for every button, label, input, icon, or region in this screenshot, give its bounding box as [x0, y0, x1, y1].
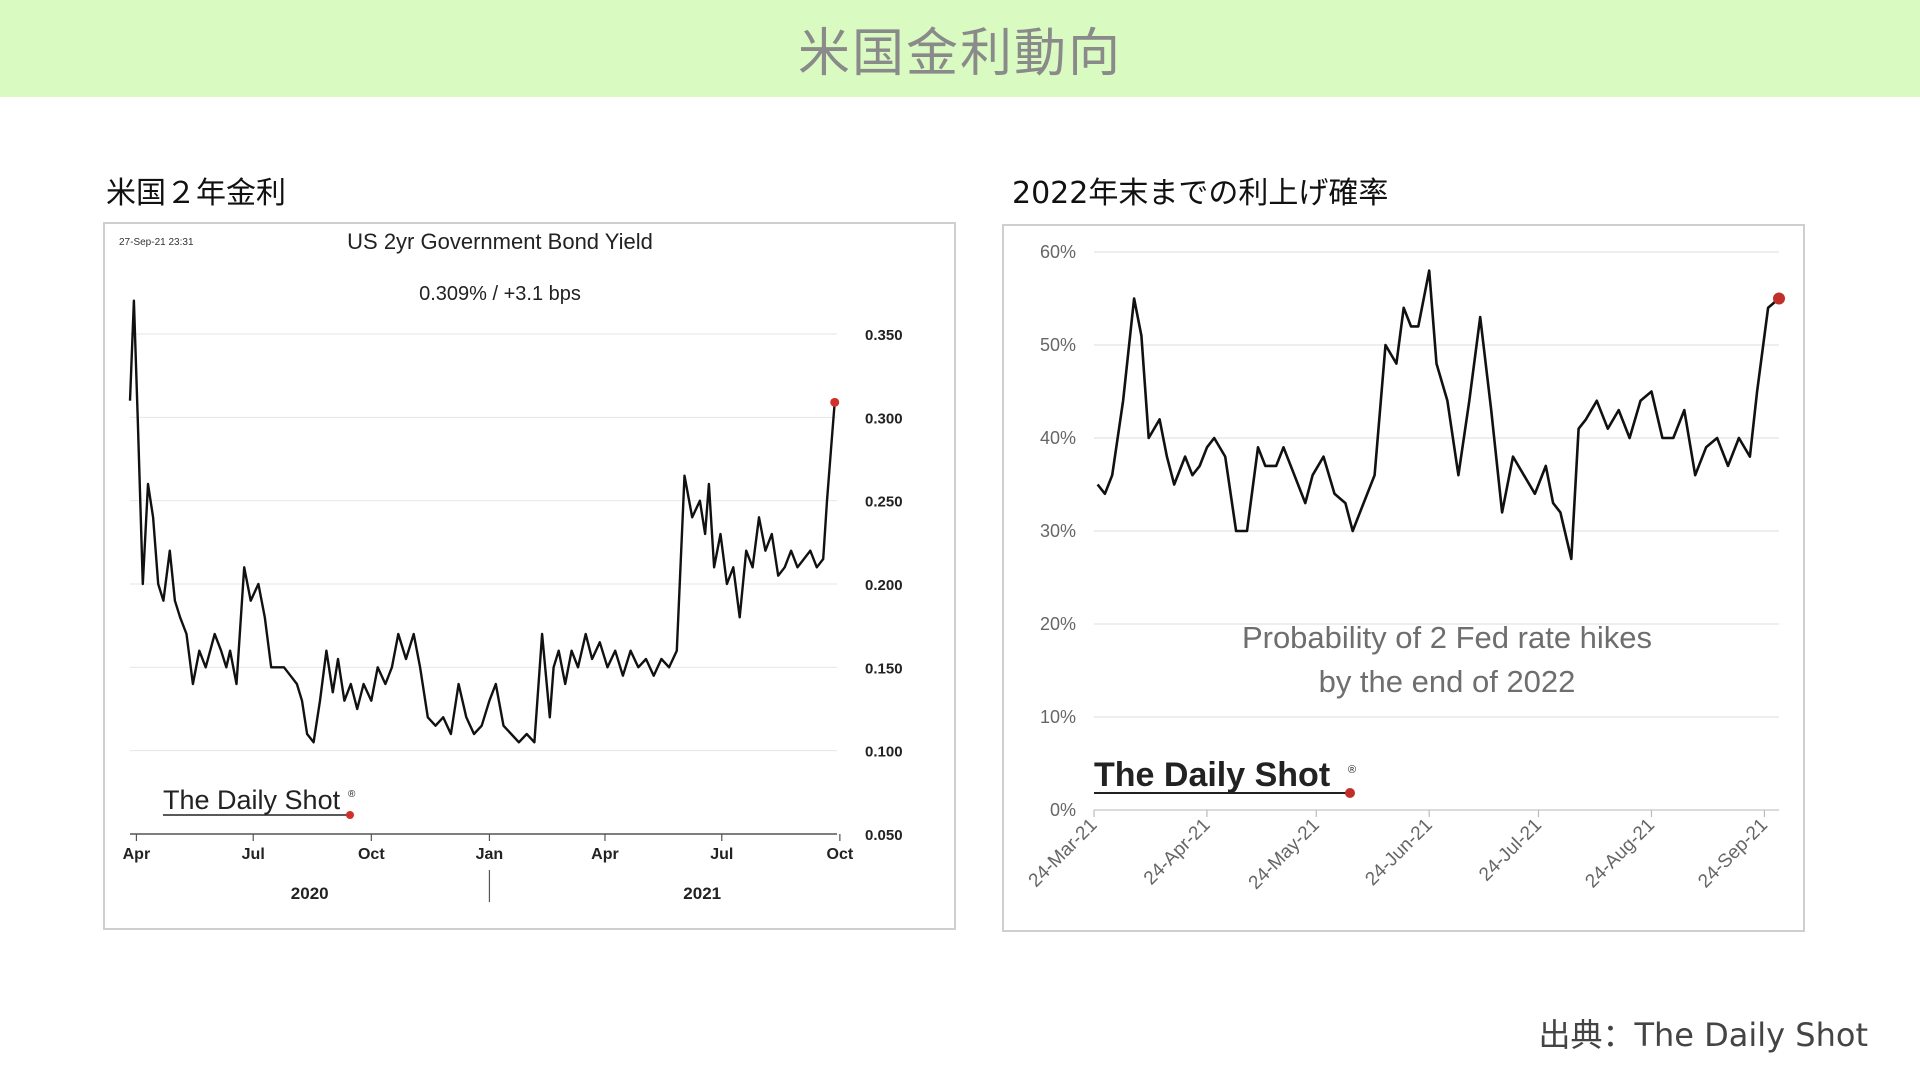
y-tick-label: 30% [1040, 521, 1076, 541]
year-label: 2020 [291, 884, 329, 903]
brand-mark: ® [348, 789, 356, 800]
x-tick-label: 24-Jun-21 [1361, 815, 1436, 890]
bond-yield-chart: 0.350 0.300 0.250 0.200 0.150 0.100 0.050 Apr Ju… [119, 229, 903, 903]
y-tick-label: 0.050 [865, 827, 903, 844]
year-label: 2021 [683, 884, 721, 903]
left-chart-label: 米国２年金利 [106, 176, 286, 211]
y-tick-label: 0% [1050, 800, 1076, 820]
x-tick-label: Jul [242, 846, 265, 863]
rate-hike-chart-panel: 60% 50% 40% 30% 20% 10% 0% 24-Mar-21 24-Apr-21 24… [1002, 224, 1805, 932]
y-tick-label: 20% [1040, 614, 1076, 634]
y-tick-label: 0.150 [865, 660, 903, 677]
chart-title: US 2yr Government Bond Yield [347, 229, 653, 254]
brand-logo: The Daily Shot [1094, 756, 1330, 794]
chart-subtitle: by the end of 2022 [1319, 664, 1576, 699]
y-tick-label: 40% [1040, 428, 1076, 448]
brand-dot [346, 811, 354, 819]
page-title: 米国金利動向 [797, 24, 1122, 84]
title-banner: 米国金利動向 [0, 0, 1920, 97]
x-tick-label: Apr [123, 846, 151, 863]
source-note: 出典：The Daily Shot [1538, 1016, 1868, 1054]
y-tick-label: 0.250 [865, 494, 903, 511]
yield-line [128, 299, 836, 744]
y-tick-label: 0.100 [865, 744, 903, 761]
chart-title: Probability of 2 Fed rate hikes [1242, 620, 1652, 655]
x-tick-label: 24-May-21 [1245, 815, 1324, 894]
x-tick-label: Oct [827, 846, 854, 863]
x-tick-label: Apr [591, 846, 619, 863]
y-tick-label: 0.200 [865, 577, 903, 594]
x-tick-label: Jan [476, 846, 504, 863]
y-tick-label: 0.300 [865, 410, 903, 427]
y-tick-label: 10% [1040, 707, 1076, 727]
last-value-marker [830, 397, 840, 407]
right-chart-label: 2022年末までの利上げ確率 [1012, 176, 1389, 211]
timestamp: 27-Sep-21 23:31 [119, 237, 194, 248]
bond-yield-chart-panel: 0.350 0.300 0.250 0.200 0.150 0.100 0.050 Apr Ju… [103, 222, 956, 930]
x-tick-label: 24-Apr-21 [1140, 815, 1215, 890]
rate-hike-chart: 60% 50% 40% 30% 20% 10% 0%24-Mar-21 24-Apr-21 24… [1025, 242, 1785, 894]
y-tick-label: 0.350 [865, 327, 903, 344]
brand-dot [1345, 788, 1355, 798]
x-tick-label: 24-Aug-21 [1581, 815, 1659, 893]
brand-mark: ® [1348, 764, 1356, 776]
x-tick-label: Jul [710, 846, 733, 863]
chart-subtitle: 0.309% / +3.1 bps [419, 283, 581, 305]
last-value-marker [1773, 292, 1785, 305]
x-tick-label: 24-Mar-21 [1025, 815, 1102, 892]
brand-logo: The Daily Shot [163, 785, 341, 815]
y-tick-label: 60% [1040, 242, 1076, 262]
x-tick-label: 24-Sep-21 [1694, 815, 1772, 893]
y-tick-label: 50% [1040, 335, 1076, 355]
probability-line [1096, 269, 1780, 561]
x-tick-label: Oct [358, 846, 385, 863]
x-tick-label: 24-Jul-21 [1475, 815, 1546, 886]
